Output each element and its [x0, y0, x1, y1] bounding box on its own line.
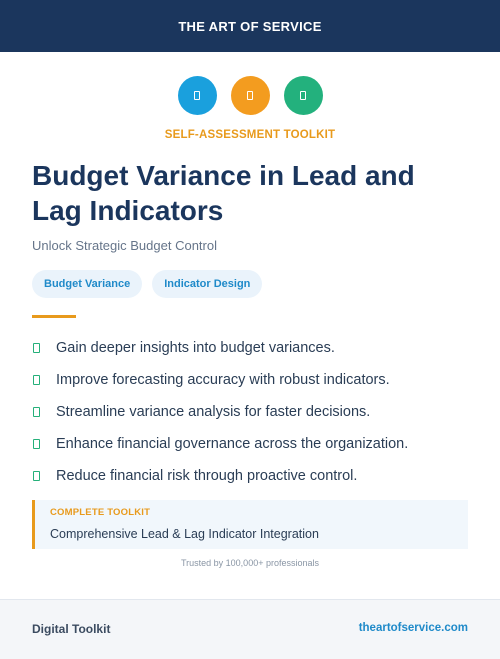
- header-bar: THE ART OF SERVICE: [0, 0, 500, 52]
- tag-indicator-design: Indicator Design: [152, 270, 263, 298]
- website-link[interactable]: theartofservice.com: [358, 622, 468, 634]
- brand-name: THE ART OF SERVICE: [178, 18, 322, 34]
- check-icon: [33, 343, 40, 353]
- footer-label: Digital Toolkit: [32, 622, 111, 636]
- icon-row: [0, 76, 500, 115]
- benefit-item: Reduce financial risk through proactive …: [32, 460, 408, 492]
- tag-list: Budget Variance Indicator Design: [32, 270, 263, 298]
- doc-icon-green: [283, 76, 323, 115]
- benefit-text: Enhance financial governance across the …: [56, 436, 409, 452]
- check-icon: [33, 471, 40, 481]
- footer-bar: Digital Toolkit theartofservice.com: [0, 599, 500, 659]
- check-icon: [33, 407, 40, 417]
- callout-label: COMPLETE TOOLKIT: [50, 507, 151, 518]
- toolkit-callout: COMPLETE TOOLKIT Comprehensive Lead & La…: [32, 500, 468, 549]
- benefit-text: Streamline variance analysis for faster …: [56, 404, 371, 420]
- benefit-text: Gain deeper insights into budget varianc…: [56, 340, 335, 356]
- benefit-item: Enhance financial governance across the …: [32, 428, 408, 460]
- doc-icon-blue: [177, 76, 217, 115]
- doc-icon-orange: [230, 76, 270, 115]
- benefit-list: Gain deeper insights into budget varianc…: [32, 332, 408, 492]
- trust-note: Trusted by 100,000+ professionals: [180, 558, 319, 568]
- accent-divider: [32, 315, 76, 318]
- check-icon: [33, 439, 40, 449]
- check-icon: [33, 375, 40, 385]
- callout-text: Comprehensive Lead & Lag Indicator Integ…: [50, 527, 319, 541]
- page-subtitle: Unlock Strategic Budget Control: [32, 238, 217, 253]
- benefit-text: Reduce financial risk through proactive …: [56, 468, 358, 484]
- benefit-text: Improve forecasting accuracy with robust…: [56, 372, 390, 388]
- kicker-label: SELF-ASSESSMENT TOOLKIT: [164, 129, 336, 141]
- tag-budget-variance: Budget Variance: [32, 270, 143, 298]
- page-title: Budget Variance in Lead and Lag Indicato…: [32, 160, 415, 226]
- benefit-item: Streamline variance analysis for faster …: [32, 396, 408, 428]
- benefit-item: Improve forecasting accuracy with robust…: [32, 364, 408, 396]
- benefit-item: Gain deeper insights into budget varianc…: [32, 332, 408, 364]
